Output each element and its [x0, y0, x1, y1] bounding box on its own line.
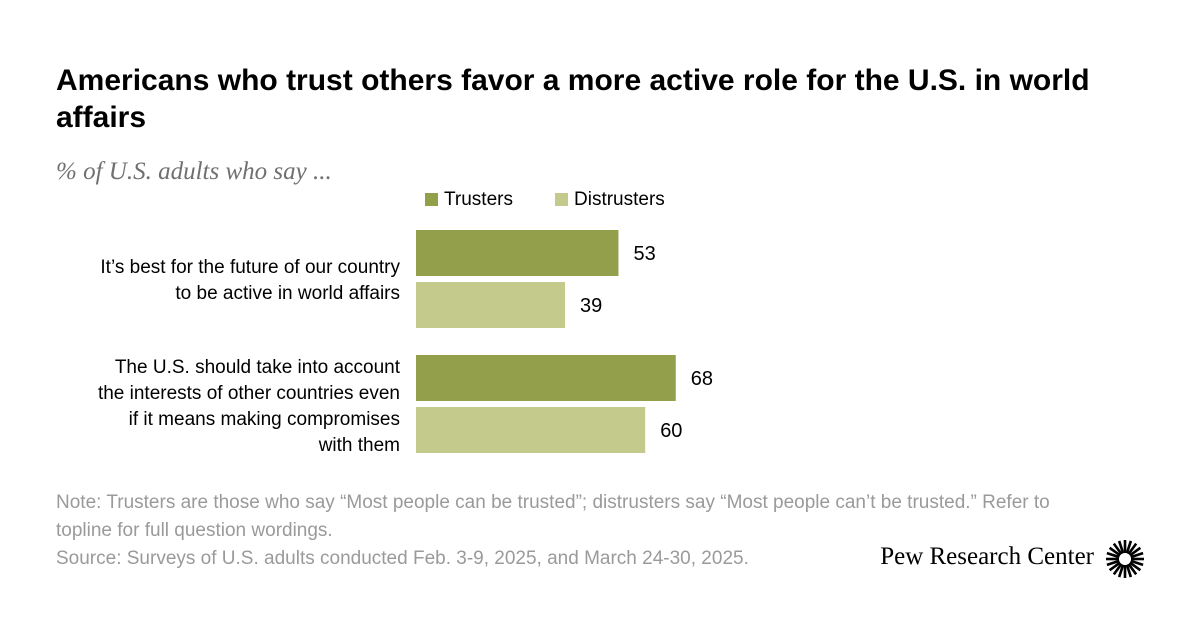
value-label-trusters-2: 68 — [691, 368, 713, 390]
chart-source: Source: Surveys of U.S. adults conducted… — [56, 548, 749, 569]
bar-distrusters-2 — [416, 407, 646, 453]
value-label-distrusters-1: 39 — [580, 295, 602, 317]
chart-note: Note: Trusters are those who say “Most p… — [56, 492, 1050, 541]
legend-swatch-trusters — [425, 193, 438, 206]
brand-name: Pew Research Center — [880, 543, 1094, 570]
legend-item-trusters: Trusters — [425, 189, 513, 211]
category-label-interests-other-countries: The U.S. should take into account the in… — [97, 357, 400, 456]
value-label-trusters-1: 53 — [633, 243, 655, 265]
pew-logo-icon — [1106, 540, 1144, 578]
category-label-active-world-affairs: It’s best for the future of our country … — [100, 257, 400, 304]
bar-trusters-2 — [416, 355, 676, 401]
legend-label-trusters: Trusters — [444, 189, 513, 210]
chart-subtitle: % of U.S. adults who say ... — [56, 158, 332, 185]
bar-trusters-1 — [416, 230, 619, 276]
value-label-distrusters-2: 60 — [660, 420, 682, 442]
legend-item-distrusters: Distrusters — [555, 189, 665, 211]
legend-swatch-distrusters — [555, 193, 568, 206]
legend-label-distrusters: Distrusters — [574, 189, 665, 210]
bar-chart: 53 39 68 60 — [416, 230, 713, 453]
chart-title: Americans who trust others favor a more … — [56, 64, 1090, 134]
bar-distrusters-1 — [416, 282, 565, 328]
